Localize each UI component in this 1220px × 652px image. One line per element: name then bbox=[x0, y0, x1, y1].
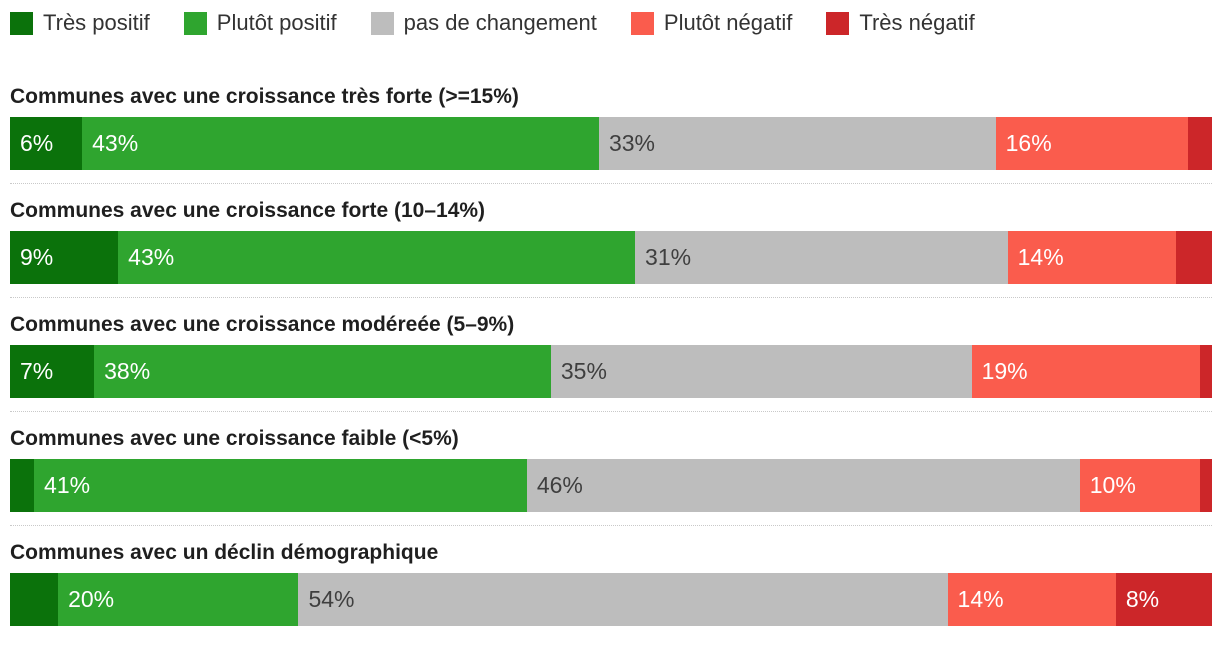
chart-group: Communes avec une croissance modéreée (5… bbox=[10, 297, 1212, 398]
bar-segment-plutot-negatif: 10% bbox=[1079, 459, 1200, 512]
group-title: Communes avec une croissance faible (<5%… bbox=[10, 427, 459, 450]
legend-swatch-tres-positif bbox=[10, 11, 33, 35]
legend-swatch-pas-de-changement bbox=[370, 11, 394, 35]
bar-segment-plutot-negatif: 19% bbox=[971, 345, 1200, 398]
bar-segment-label: 14% bbox=[1017, 244, 1064, 270]
bar-segment-tres-positif bbox=[10, 573, 59, 626]
stacked-bar: 41% 46% 10% bbox=[10, 459, 1212, 512]
bar-segment-pas-de-changement: 54% bbox=[298, 573, 948, 626]
stacked-bar: 20% 54% 14% 8% bbox=[10, 573, 1212, 626]
group-title: Communes avec une croissance forte (10–1… bbox=[10, 199, 486, 222]
bar-segment-tres-negatif bbox=[1175, 231, 1212, 284]
bar-segment-pas-de-changement: 46% bbox=[526, 459, 1080, 512]
bar-segment-label: 46% bbox=[536, 472, 583, 498]
bar-segment-plutot-positif: 43% bbox=[82, 117, 599, 170]
bar-segment-pas-de-changement: 35% bbox=[550, 345, 972, 398]
legend-label: Plutôt négatif bbox=[663, 10, 793, 35]
chart-group: Communes avec un déclin démographique 20%… bbox=[10, 525, 1212, 626]
bar-segment-label: 8% bbox=[1125, 586, 1160, 612]
bar-segment-tres-positif: 7% bbox=[10, 345, 95, 398]
bar-segment-tres-negatif bbox=[1199, 459, 1212, 512]
bar-segment-tres-negatif bbox=[1199, 345, 1212, 398]
bar-segment-plutot-negatif: 16% bbox=[995, 117, 1188, 170]
legend-label: Plutôt positif bbox=[216, 10, 337, 35]
bar-segment-tres-positif: 6% bbox=[10, 117, 83, 170]
bar-segment-plutot-positif: 41% bbox=[34, 459, 527, 512]
bar-segment-label: 33% bbox=[608, 130, 656, 156]
group-title: Communes avec un déclin démographique bbox=[10, 541, 439, 564]
bar-segment-tres-positif bbox=[10, 459, 35, 512]
bar-segment-label: 31% bbox=[645, 244, 692, 270]
bar-segment-label: 7% bbox=[20, 358, 54, 384]
chart-groups: Communes avec une croissance très forte … bbox=[10, 85, 1212, 626]
legend-item-plutot-positif: Plutôt positif bbox=[183, 10, 337, 36]
bar-segment-label: 35% bbox=[560, 358, 607, 384]
bar-segment-tres-negatif bbox=[1187, 117, 1212, 170]
bar-segment-label: 43% bbox=[92, 130, 139, 156]
bar-segment-label: 20% bbox=[68, 586, 115, 612]
bar-segment-label: 43% bbox=[128, 244, 175, 270]
legend-item-tres-negatif: Très négatif bbox=[826, 10, 975, 36]
bar-segment-plutot-positif: 38% bbox=[94, 345, 551, 398]
legend-swatch-tres-negatif bbox=[826, 11, 850, 35]
bar-segment-pas-de-changement: 31% bbox=[635, 231, 1008, 284]
bar-segment-label: 6% bbox=[20, 130, 54, 156]
stacked-bar: 9% 43% 31% 14% bbox=[10, 231, 1212, 284]
bar-segment-label: 19% bbox=[981, 358, 1028, 384]
bar-segment-plutot-negatif: 14% bbox=[947, 573, 1116, 626]
bar-segment-pas-de-changement: 33% bbox=[598, 117, 996, 170]
stacked-bar: 7% 38% 35% 19% bbox=[10, 345, 1212, 398]
legend-item-tres-positif: Très positif bbox=[10, 10, 150, 36]
bar-segment-label: 10% bbox=[1089, 472, 1136, 498]
bar-segment-label: 14% bbox=[957, 586, 1004, 612]
bar-segment-label: 9% bbox=[20, 244, 54, 270]
bar-segment-label: 41% bbox=[44, 472, 91, 498]
legend-label: Très positif bbox=[43, 10, 150, 35]
bar-segment-tres-negatif: 8% bbox=[1115, 573, 1212, 626]
legend-swatch-plutot-positif bbox=[183, 11, 207, 35]
legend-label: pas de changement bbox=[403, 10, 597, 35]
bar-segment-label: 16% bbox=[1005, 130, 1052, 156]
legend-label: Très négatif bbox=[859, 10, 975, 35]
group-title: Communes avec une croissance modéreée (5… bbox=[10, 313, 515, 336]
legend-swatch-plutot-negatif bbox=[630, 11, 654, 35]
legend-item-pas-de-changement: pas de changement bbox=[370, 10, 597, 36]
bar-segment-plutot-positif: 43% bbox=[118, 231, 636, 284]
chart-group: Communes avec une croissance faible (<5%… bbox=[10, 411, 1212, 512]
chart-group: Communes avec une croissance très forte … bbox=[10, 85, 1212, 170]
bar-segment-plutot-negatif: 14% bbox=[1007, 231, 1176, 284]
chart-group: Communes avec une croissance forte (10–1… bbox=[10, 183, 1212, 284]
survey-stacked-bar-chart: Très positif Plutôt positif pas de changem… bbox=[10, 10, 1212, 626]
bar-segment-label: 38% bbox=[104, 358, 151, 384]
group-title: Communes avec une croissance très forte … bbox=[10, 85, 519, 108]
chart-legend: Très positif Plutôt positif pas de changem… bbox=[10, 10, 1212, 36]
legend-item-plutot-negatif: Plutôt négatif bbox=[630, 10, 793, 36]
bar-segment-label: 54% bbox=[308, 586, 355, 612]
stacked-bar: 6% 43% 33% 16% bbox=[10, 117, 1212, 170]
bar-segment-tres-positif: 9% bbox=[10, 231, 119, 284]
bar-segment-plutot-positif: 20% bbox=[58, 573, 299, 626]
